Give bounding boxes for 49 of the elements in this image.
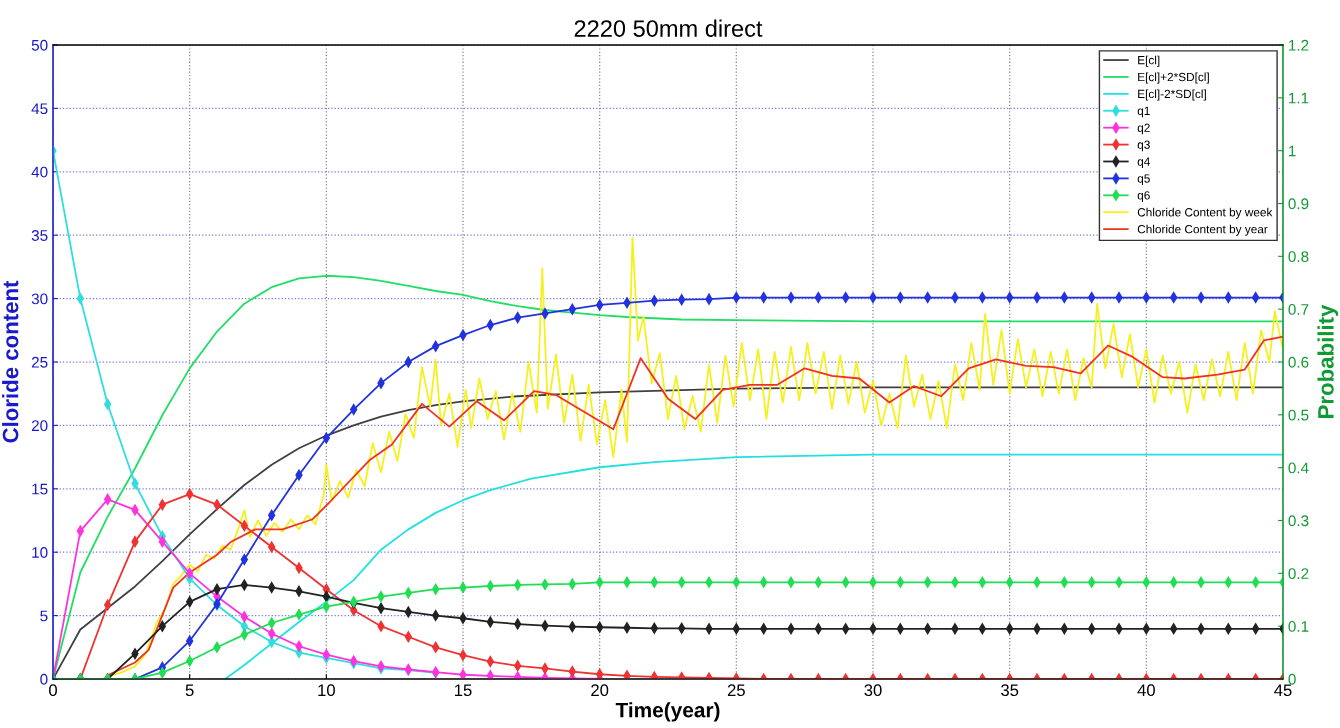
x-tick-label: 30 (864, 684, 882, 697)
legend-label: q1 (1137, 106, 1150, 118)
y-tick-label: 20 (31, 420, 48, 432)
y2-tick-label: 1 (1289, 145, 1296, 157)
y-tick-label: 35 (31, 230, 48, 241)
y-tick-label: 15 (32, 483, 48, 495)
y2-tick-label: 0.6 (1288, 356, 1309, 368)
y-tick-label: 25 (31, 356, 48, 368)
y2-axis-title: Probability (1317, 304, 1339, 418)
y-tick-label: 40 (31, 166, 48, 178)
y2-tick-label: 0.4 (1288, 462, 1309, 474)
legend-label: E[cl]+2*SD[cl] (1138, 72, 1209, 84)
y2-tick-label: 0.1 (1288, 621, 1309, 632)
y-tick-label: 45 (31, 103, 48, 115)
legend-label: q4 (1137, 157, 1150, 169)
legend-label: Chloride Content by week (1137, 207, 1273, 219)
chart-title: 2220 50mm direct (574, 19, 763, 37)
y-tick-label: 30 (31, 293, 48, 305)
legend-label: E[cl]-2*SD[cl] (1138, 89, 1206, 101)
x-tick-label: 20 (591, 684, 609, 697)
legend-label: Chloride Content by year (1137, 224, 1268, 236)
y2-tick-label: 0.9 (1288, 198, 1309, 210)
y-tick-label: 5 (40, 610, 48, 622)
legend-label: E[cl] (1138, 55, 1160, 67)
y-axis-title: Cloride content (2, 280, 19, 443)
legend-label: q6 (1137, 191, 1150, 202)
legend-label: q5 (1137, 174, 1150, 185)
x-tick-label: 15 (455, 684, 472, 697)
y-tick-label: 0 (40, 673, 48, 685)
x-tick-label: 5 (185, 684, 194, 697)
x-axis-title: Time(year) (615, 702, 720, 722)
x-tick-label: 25 (727, 684, 745, 697)
x-tick-label: 10 (318, 684, 335, 697)
y2-tick-label: 0.3 (1288, 515, 1309, 527)
x-tick-label: 40 (1137, 684, 1155, 697)
y-tick-label: 50 (31, 39, 48, 51)
x-tick-label: 0 (49, 684, 57, 697)
legend-label: q3 (1137, 140, 1150, 152)
y2-tick-label: 0.2 (1288, 568, 1309, 580)
x-tick-label: 45 (1274, 684, 1292, 697)
y2-tick-label: 1.2 (1289, 39, 1309, 51)
y2-tick-label: 0.8 (1288, 251, 1309, 263)
y2-tick-label: 1.1 (1289, 92, 1309, 104)
y2-tick-label: 0 (1288, 673, 1296, 685)
y2-tick-label: 0.7 (1288, 304, 1309, 315)
legend-label: q2 (1137, 123, 1150, 135)
x-tick-label: 35 (1001, 684, 1019, 697)
y-tick-label: 10 (32, 547, 48, 558)
y2-tick-label: 0.5 (1288, 409, 1309, 421)
